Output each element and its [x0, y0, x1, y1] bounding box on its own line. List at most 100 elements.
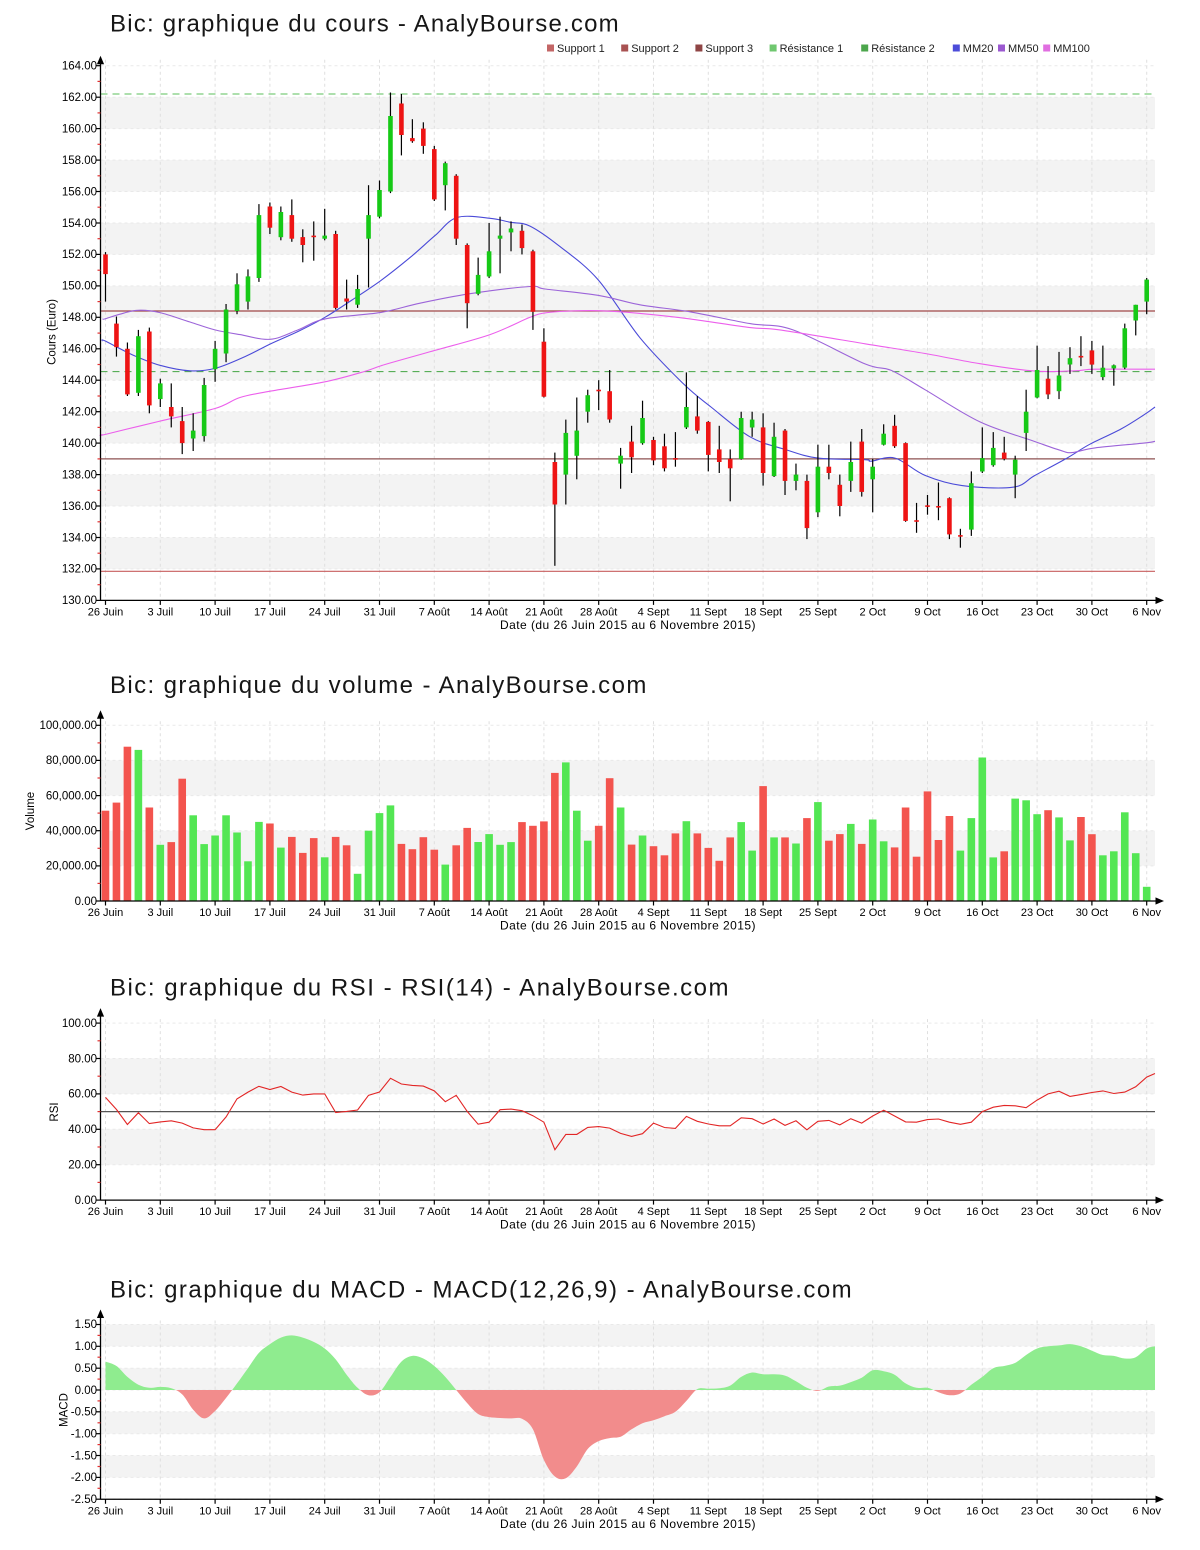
svg-text:6 Nov: 6 Nov: [1132, 606, 1161, 618]
svg-text:-1.00: -1.00: [71, 1429, 97, 1441]
svg-text:Support 3: Support 3: [705, 43, 753, 55]
svg-text:9 Oct: 9 Oct: [914, 1505, 940, 1517]
svg-text:30 Oct: 30 Oct: [1076, 606, 1108, 618]
svg-text:2 Oct: 2 Oct: [860, 1206, 886, 1218]
svg-text:162.00: 162.00: [62, 92, 97, 104]
svg-text:Bic: graphique du RSI - RSI(14: Bic: graphique du RSI - RSI(14) - AnalyB…: [110, 975, 730, 1002]
svg-text:Date (du 26 Juin 2015 au 6 Nov: Date (du 26 Juin 2015 au 6 Novembre 2015…: [500, 1517, 756, 1531]
svg-text:17 Juil: 17 Juil: [254, 1505, 286, 1517]
svg-text:3 Juil: 3 Juil: [147, 1206, 173, 1218]
svg-text:11 Sept: 11 Sept: [690, 606, 727, 618]
svg-text:14 Août: 14 Août: [470, 907, 507, 919]
svg-text:-1.50: -1.50: [71, 1450, 97, 1462]
svg-text:28 Août: 28 Août: [580, 1206, 617, 1218]
svg-text:28 Août: 28 Août: [580, 606, 617, 618]
svg-text:Support 1: Support 1: [557, 43, 605, 55]
svg-text:16 Oct: 16 Oct: [966, 1505, 998, 1517]
svg-text:24 Juil: 24 Juil: [309, 1206, 341, 1218]
svg-text:3 Juil: 3 Juil: [147, 907, 173, 919]
svg-text:28 Août: 28 Août: [580, 907, 617, 919]
svg-text:23 Oct: 23 Oct: [1021, 1206, 1053, 1218]
svg-text:6 Nov: 6 Nov: [1132, 1505, 1161, 1517]
svg-text:150.00: 150.00: [62, 281, 97, 293]
svg-text:MM20: MM20: [963, 43, 994, 55]
svg-text:3 Juil: 3 Juil: [147, 606, 173, 618]
svg-text:146.00: 146.00: [62, 344, 97, 356]
svg-text:80.00: 80.00: [68, 1053, 97, 1065]
svg-text:30 Oct: 30 Oct: [1076, 1505, 1108, 1517]
svg-text:16 Oct: 16 Oct: [966, 606, 998, 618]
svg-text:142.00: 142.00: [62, 407, 97, 419]
svg-text:Volume: Volume: [25, 792, 37, 830]
svg-text:7 Août: 7 Août: [419, 606, 450, 618]
svg-text:134.00: 134.00: [62, 532, 97, 544]
svg-text:2 Oct: 2 Oct: [860, 907, 886, 919]
svg-text:11 Sept: 11 Sept: [690, 907, 727, 919]
svg-text:7 Août: 7 Août: [419, 1206, 450, 1218]
svg-text:RSI: RSI: [49, 1102, 61, 1121]
svg-text:21 Août: 21 Août: [525, 1206, 562, 1218]
svg-text:31 Juil: 31 Juil: [364, 907, 396, 919]
svg-text:26 Juin: 26 Juin: [88, 907, 123, 919]
svg-text:18 Sept: 18 Sept: [744, 1505, 782, 1517]
svg-text:21 Août: 21 Août: [525, 1505, 562, 1517]
svg-text:21 Août: 21 Août: [525, 907, 562, 919]
svg-text:Résistance 1: Résistance 1: [780, 43, 844, 55]
svg-text:Bic: graphique du cours - Anal: Bic: graphique du cours - AnalyBourse.co…: [110, 11, 620, 38]
svg-text:11 Sept: 11 Sept: [690, 1206, 727, 1218]
svg-text:6 Nov: 6 Nov: [1132, 1206, 1161, 1218]
svg-text:0.00: 0.00: [75, 1195, 97, 1207]
svg-text:140.00: 140.00: [62, 438, 97, 450]
svg-text:18 Sept: 18 Sept: [744, 1206, 782, 1218]
svg-text:9 Oct: 9 Oct: [914, 1206, 940, 1218]
svg-text:60,000.00: 60,000.00: [46, 790, 97, 802]
svg-text:3 Juil: 3 Juil: [147, 1505, 173, 1517]
svg-text:31 Juil: 31 Juil: [364, 606, 396, 618]
svg-text:40.00: 40.00: [68, 1124, 97, 1136]
svg-text:0.50: 0.50: [75, 1363, 97, 1375]
svg-text:100.00: 100.00: [62, 1018, 97, 1030]
svg-text:9 Oct: 9 Oct: [914, 606, 940, 618]
svg-text:Bic: graphique du volume - Ana: Bic: graphique du volume - AnalyBourse.c…: [110, 672, 648, 699]
svg-text:24 Juil: 24 Juil: [309, 907, 341, 919]
svg-text:17 Juil: 17 Juil: [254, 606, 286, 618]
svg-text:6 Nov: 6 Nov: [1132, 907, 1161, 919]
svg-text:25 Sept: 25 Sept: [799, 907, 837, 919]
svg-text:21 Août: 21 Août: [525, 606, 562, 618]
svg-text:25 Sept: 25 Sept: [799, 606, 837, 618]
svg-text:10 Juil: 10 Juil: [199, 1206, 231, 1218]
svg-text:11 Sept: 11 Sept: [690, 1505, 727, 1517]
svg-text:Date (du 26 Juin 2015 au 6 Nov: Date (du 26 Juin 2015 au 6 Novembre 2015…: [500, 1218, 756, 1232]
svg-text:-2.50: -2.50: [71, 1494, 97, 1506]
svg-text:Résistance 2: Résistance 2: [871, 43, 935, 55]
svg-text:16 Oct: 16 Oct: [966, 1206, 998, 1218]
svg-text:16 Oct: 16 Oct: [966, 907, 998, 919]
svg-text:2 Oct: 2 Oct: [860, 1505, 886, 1517]
svg-text:Cours (Euro): Cours (Euro): [47, 299, 59, 365]
svg-text:7 Août: 7 Août: [419, 1505, 450, 1517]
svg-text:130.00: 130.00: [62, 595, 97, 607]
svg-text:160.00: 160.00: [62, 123, 97, 135]
svg-text:17 Juil: 17 Juil: [254, 907, 286, 919]
svg-text:MM50: MM50: [1008, 43, 1039, 55]
svg-text:31 Juil: 31 Juil: [364, 1505, 396, 1517]
svg-text:Bic: graphique du MACD - MACD(: Bic: graphique du MACD - MACD(12,26,9) -…: [110, 1277, 853, 1304]
svg-text:Support 2: Support 2: [631, 43, 679, 55]
svg-text:18 Sept: 18 Sept: [744, 907, 782, 919]
svg-text:14 Août: 14 Août: [470, 606, 507, 618]
svg-text:80,000.00: 80,000.00: [46, 755, 97, 767]
svg-text:25 Sept: 25 Sept: [799, 1206, 837, 1218]
svg-text:26 Juin: 26 Juin: [88, 1206, 123, 1218]
svg-text:23 Oct: 23 Oct: [1021, 907, 1053, 919]
svg-text:2 Oct: 2 Oct: [860, 606, 886, 618]
svg-text:MACD: MACD: [59, 1393, 71, 1427]
svg-text:152.00: 152.00: [62, 249, 97, 261]
svg-text:144.00: 144.00: [62, 375, 97, 387]
svg-text:156.00: 156.00: [62, 186, 97, 198]
svg-text:24 Juil: 24 Juil: [309, 606, 341, 618]
svg-text:0.00: 0.00: [75, 1385, 97, 1397]
svg-text:138.00: 138.00: [62, 469, 97, 481]
svg-text:28 Août: 28 Août: [580, 1505, 617, 1517]
svg-text:23 Oct: 23 Oct: [1021, 1505, 1053, 1517]
svg-text:14 Août: 14 Août: [470, 1206, 507, 1218]
